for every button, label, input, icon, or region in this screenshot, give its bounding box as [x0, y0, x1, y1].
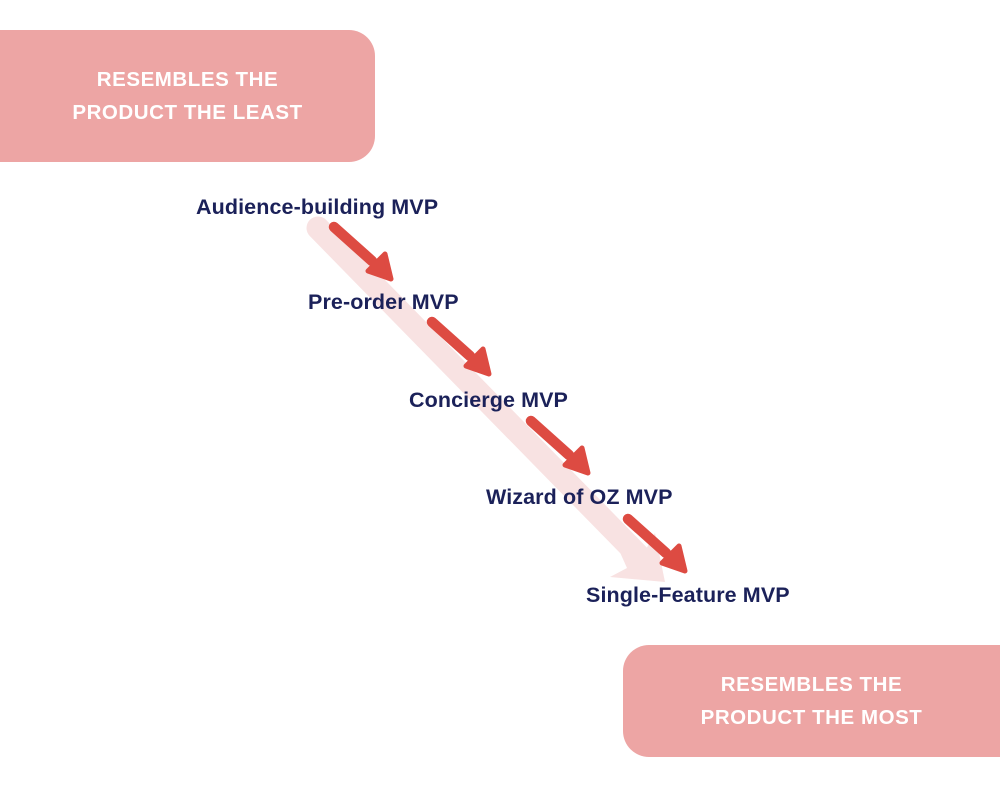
connector-arrow-1: [328, 221, 394, 282]
step-label-single-feature-mvp: Single-Feature MVP: [586, 583, 790, 607]
step-label-audience-building-mvp: Audience-building MVP: [196, 195, 439, 219]
badge-resembles-least: RESEMBLES THE PRODUCT THE LEAST: [0, 30, 375, 162]
badge-least-line-2: PRODUCT THE LEAST: [72, 101, 303, 124]
badge-most-line-1: RESEMBLES THE: [720, 673, 903, 696]
badge-resembles-most: RESEMBLES THE PRODUCT THE MOST: [623, 645, 1000, 757]
connector-arrow-3: [525, 415, 591, 476]
connector-arrow-4: [622, 513, 688, 574]
step-label-concierge-mvp: Concierge MVP: [409, 388, 569, 412]
badge-least-line-1: RESEMBLES THE: [96, 68, 279, 91]
badge-most-line-2: PRODUCT THE MOST: [700, 706, 923, 729]
step-label-wizard-of-oz-mvp: Wizard of OZ MVP: [486, 485, 673, 509]
connector-arrow-2: [426, 316, 492, 377]
step-label-pre-order-mvp: Pre-order MVP: [308, 290, 459, 314]
